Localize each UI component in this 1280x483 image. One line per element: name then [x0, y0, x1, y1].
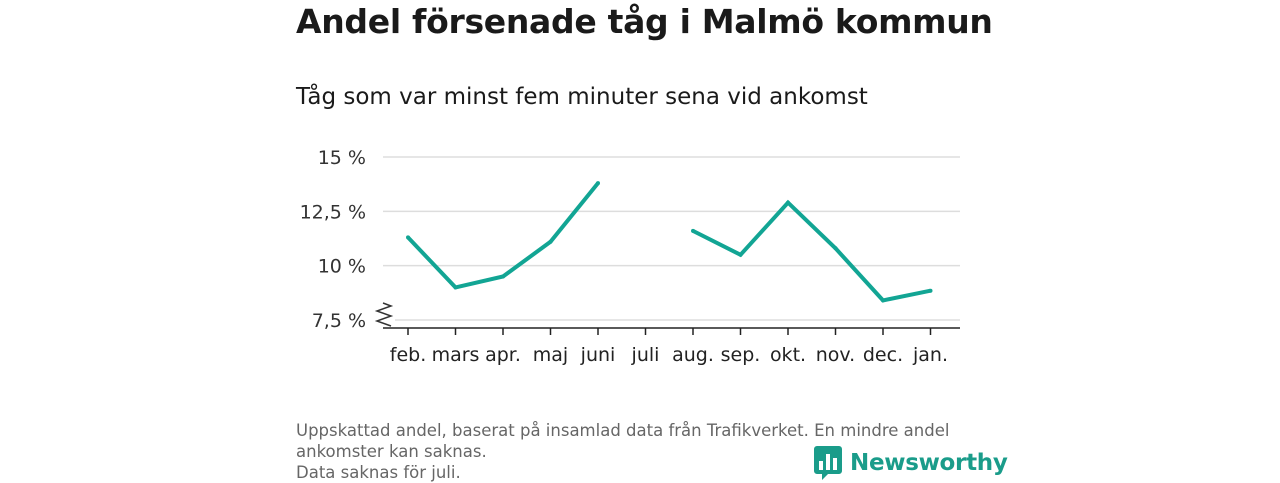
- x-tick-label: sep.: [721, 344, 761, 366]
- data-point: [501, 274, 505, 279]
- data-point: [596, 181, 600, 186]
- logo-text: Newsworthy: [850, 450, 1008, 476]
- axis-break-icon: [374, 302, 394, 327]
- data-point: [453, 285, 458, 290]
- footnote-line-2: ankomster kan saknas.: [296, 442, 487, 461]
- data-point: [406, 235, 410, 240]
- x-tick-label: dec.: [863, 344, 903, 366]
- x-tick-label: maj: [533, 344, 568, 366]
- data-point: [738, 252, 743, 257]
- bar-chart-icon: [814, 446, 842, 480]
- y-tick-label: 10 %: [318, 256, 366, 278]
- footnote-line-1: Uppskattad andel, baserat på insamlad da…: [296, 421, 950, 440]
- data-point: [833, 246, 838, 251]
- x-tick-label: juni: [580, 344, 616, 366]
- x-tick-label: juli: [631, 344, 660, 366]
- data-point: [548, 239, 553, 244]
- series-line-segment: [406, 181, 600, 290]
- x-tick-label: jan.: [912, 344, 948, 366]
- chart-subtitle: Tåg som var minst fem minuter sena vid a…: [296, 84, 868, 110]
- x-tick-label: aug.: [672, 344, 714, 366]
- footnote: Uppskattad andel, baserat på insamlad da…: [296, 420, 986, 483]
- data-point: [928, 288, 933, 293]
- x-tick-label: feb.: [390, 344, 426, 366]
- x-tick-label: mars: [432, 344, 480, 366]
- y-tick-label: 15 %: [318, 147, 366, 169]
- newsworthy-logo: Newsworthy: [814, 446, 1008, 480]
- x-tick-label: okt.: [770, 344, 806, 366]
- y-tick-label: 7,5 %: [312, 310, 366, 332]
- x-tick-label: nov.: [816, 344, 855, 366]
- x-tick-label: apr.: [485, 344, 521, 366]
- footnote-line-3: Data saknas för juli.: [296, 463, 461, 482]
- y-tick-label: 12,5 %: [300, 201, 366, 223]
- chart-title: Andel försenade tåg i Malmö kommun: [296, 2, 993, 41]
- data-point: [881, 298, 885, 303]
- series-line-segment: [692, 199, 931, 303]
- data-point: [786, 200, 790, 205]
- data-point: [691, 228, 695, 233]
